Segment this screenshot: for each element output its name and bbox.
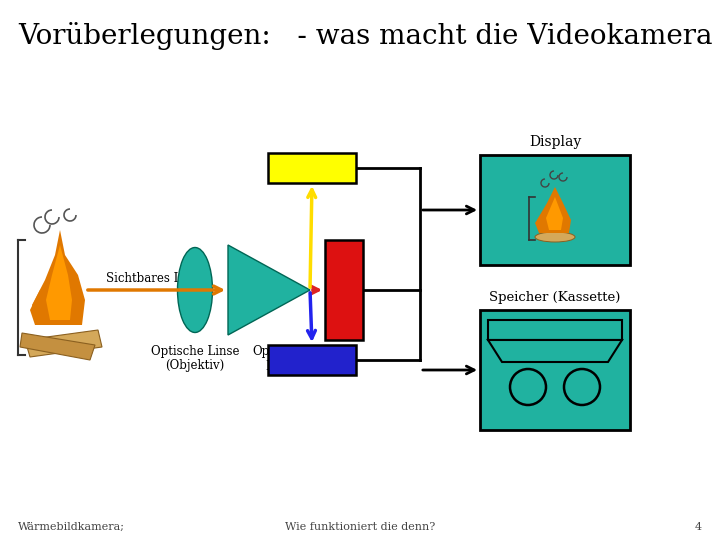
Polygon shape xyxy=(20,333,95,360)
Text: Wärmebildkamera;: Wärmebildkamera; xyxy=(18,522,125,532)
FancyBboxPatch shape xyxy=(480,155,630,265)
Ellipse shape xyxy=(178,247,212,333)
Polygon shape xyxy=(46,245,72,320)
Polygon shape xyxy=(25,330,102,357)
Text: Vorüberlegungen:   - was macht die Videokamera ?: Vorüberlegungen: - was macht die Videoka… xyxy=(18,22,720,50)
FancyBboxPatch shape xyxy=(325,240,363,340)
Text: Optisches
Filter: Optisches Filter xyxy=(252,345,311,373)
Text: 4: 4 xyxy=(695,522,702,532)
Ellipse shape xyxy=(535,232,575,242)
Polygon shape xyxy=(30,290,50,325)
FancyBboxPatch shape xyxy=(268,345,356,375)
Text: Wie funktioniert die denn?: Wie funktioniert die denn? xyxy=(285,522,435,532)
Polygon shape xyxy=(488,340,622,362)
Text: Lichtsensor: Lichtsensor xyxy=(277,161,347,174)
Text: Lichtsensor: Lichtsensor xyxy=(277,354,347,367)
Text: Speicher (Kassette): Speicher (Kassette) xyxy=(490,291,621,304)
Polygon shape xyxy=(535,211,549,233)
Polygon shape xyxy=(228,245,310,335)
Text: Optische Linse
(Objektiv): Optische Linse (Objektiv) xyxy=(150,345,239,373)
Text: Sichtbares Licht: Sichtbares Licht xyxy=(106,272,204,285)
FancyBboxPatch shape xyxy=(268,153,356,183)
Circle shape xyxy=(510,369,546,405)
Polygon shape xyxy=(546,197,563,230)
Text: Lichtsensor: Lichtsensor xyxy=(339,257,349,323)
Polygon shape xyxy=(32,230,85,325)
Circle shape xyxy=(564,369,600,405)
FancyBboxPatch shape xyxy=(488,320,622,340)
Text: Display: Display xyxy=(529,135,581,149)
Polygon shape xyxy=(537,187,571,233)
FancyBboxPatch shape xyxy=(480,310,630,430)
